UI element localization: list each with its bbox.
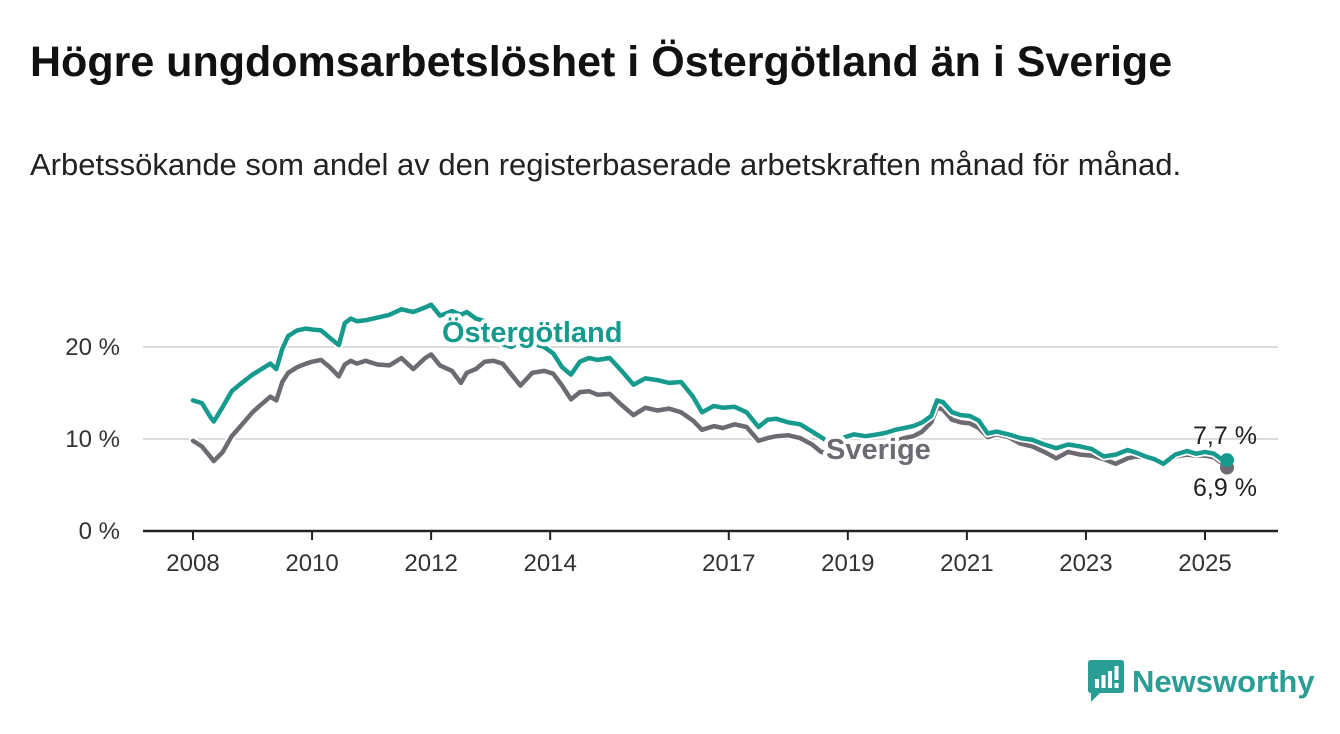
chart-title: Högre ungdomsarbetslöshet i Östergötland… [30, 38, 1173, 86]
series-line-sverige [190, 352, 1230, 470]
series-end-point-ostergotland [1220, 453, 1235, 468]
newsworthy-brand[interactable]: Newsworthy [1088, 660, 1315, 704]
gridlines [143, 346, 1278, 440]
series-label-ostergotland-halo: Östergötland [442, 316, 622, 349]
newsworthy-logo-icon [1088, 660, 1124, 702]
series-lines [189, 300, 1235, 475]
x-tick-label: 2017 [702, 550, 755, 577]
series-line-ostergotland [190, 302, 1230, 467]
end-label-ostergotland: 7,7 % [1193, 422, 1257, 450]
series-label-sverige-halo: Sverige [826, 434, 931, 466]
y-tick-label: 20 % [65, 334, 120, 361]
x-tick-label: 2014 [523, 550, 576, 577]
x-tick-label: 2023 [1059, 550, 1112, 577]
x-tick-label: 2021 [940, 550, 993, 577]
brand-name: Newsworthy [1132, 664, 1315, 699]
axes: 0 % 10 % 20 % 2008 2010 2012 2014 2017 2019 2021 2… [65, 334, 1278, 577]
x-tick-label: 2019 [821, 550, 874, 577]
x-tick-label: 2025 [1178, 550, 1231, 577]
line-chart: 0 % 10 % 20 % 2008 2010 2012 2014 2017 2019 2021 2… [65, 300, 1278, 577]
series-label-sverige: Sverige [826, 434, 931, 466]
chart-subtitle: Arbetssökande som andel av den registerb… [30, 147, 1182, 182]
x-tick-label: 2010 [285, 550, 338, 577]
y-tick-label: 10 % [65, 426, 120, 453]
series-label-ostergotland: Östergötland [442, 316, 622, 349]
y-tick-label: 0 % [79, 518, 120, 545]
x-tick-label: 2012 [404, 550, 457, 577]
end-label-sverige: 6,9 % [1193, 474, 1257, 502]
x-tick-label: 2008 [166, 550, 219, 577]
